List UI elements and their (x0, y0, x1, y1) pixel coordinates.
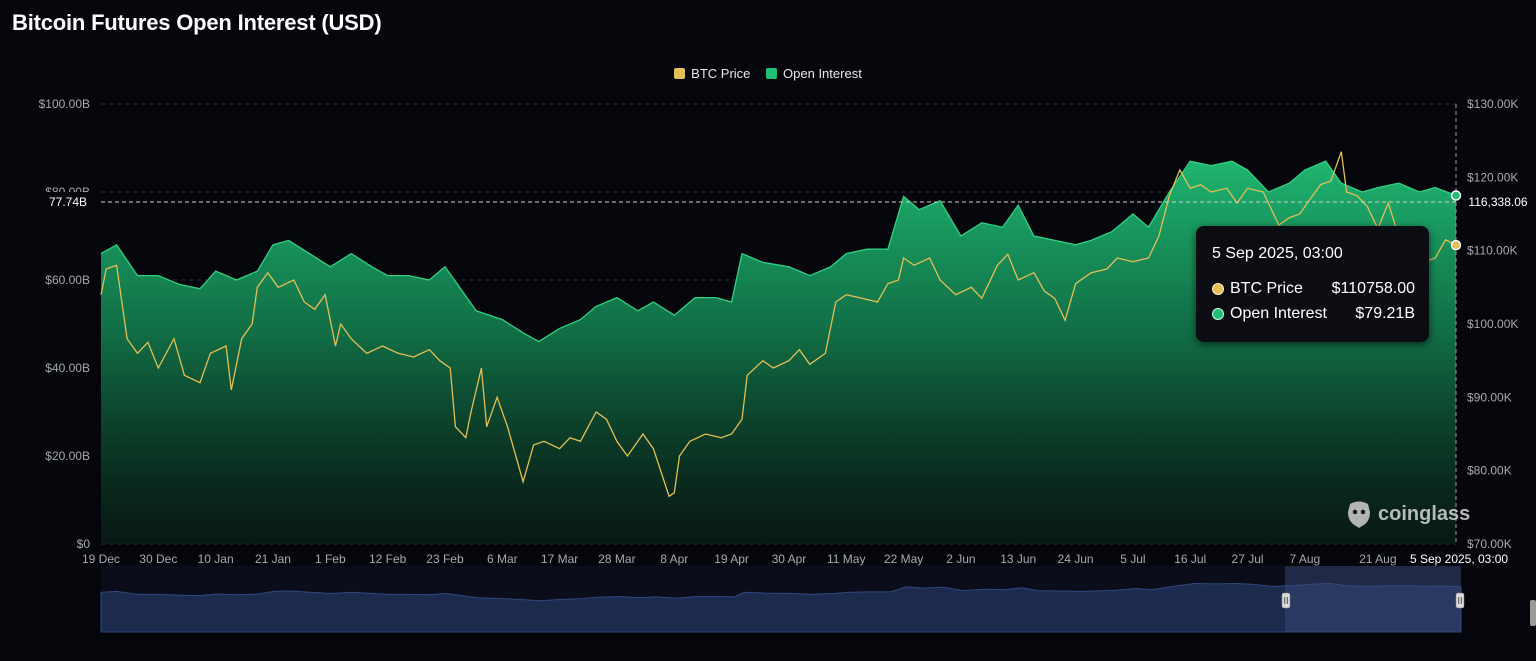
x-tick-label: 5 Jul (1120, 552, 1145, 566)
coinglass-watermark: coinglass (1346, 500, 1470, 528)
y-left-tick-label: $40.00B (45, 361, 90, 375)
y-left-tick-label: $60.00B (45, 273, 90, 287)
tooltip-time: 5 Sep 2025, 03:00 (1212, 245, 1343, 262)
legend-label-btc-price: BTC Price (691, 66, 751, 81)
btc-price-hover-marker (1450, 239, 1462, 251)
x-tick-label: 23 Feb (426, 552, 464, 566)
tooltip-row-btc-price: BTC Price $110758.00 (1212, 280, 1415, 298)
x-tick-label: 24 Jun (1058, 552, 1094, 566)
x-tick-label: 7 Aug (1290, 552, 1321, 566)
navigator-left-handle[interactable] (1281, 592, 1291, 609)
navigator-right-handle[interactable] (1455, 592, 1465, 609)
x-tick-label: 19 Dec (82, 552, 120, 566)
x-tick-label: 21 Aug (1359, 552, 1396, 566)
btc-price-dot (1212, 283, 1224, 295)
x-tick-label: 16 Jul (1174, 552, 1206, 566)
open-interest-dot (1212, 308, 1224, 320)
crosshair-x-label: 5 Sep 2025, 03:00 (1410, 552, 1508, 566)
y-right-tick-label: $70.00K (1467, 537, 1512, 551)
legend-item-open-interest[interactable]: Open Interest (766, 66, 862, 81)
open-interest-hover-marker (1450, 190, 1462, 201)
crosshair-right-label: 116,338.06 (1468, 195, 1527, 209)
y-right-tick-label: $100.00K (1467, 317, 1518, 331)
crosshair-left-label-bg (40, 192, 96, 212)
open-interest-swatch (766, 68, 778, 79)
open-interest-area (101, 161, 1456, 544)
x-tick-label: 10 Jan (198, 552, 234, 566)
x-tick-label: 6 Mar (487, 552, 518, 566)
tooltip-oi-label: Open Interest (1230, 305, 1327, 322)
axes: $0$20.00B$40.00B$60.00B$80.00B$100.00B$7… (39, 97, 1519, 566)
x-tick-label: 11 May (827, 552, 865, 566)
tooltip-btc-label: BTC Price (1230, 280, 1303, 297)
x-tick-label: 22 May (884, 552, 923, 566)
y-right-tick-label: $120.00K (1467, 170, 1518, 184)
y-right-tick-label: $80.00K (1467, 464, 1512, 478)
x-tick-label: 30 Dec (139, 552, 177, 566)
x-tick-label: 17 Mar (541, 552, 578, 566)
navigator[interactable] (100, 566, 1465, 633)
x-tick-label: 28 Mar (598, 552, 635, 566)
tooltip-btc-value: $110758.00 (1331, 280, 1415, 297)
navigator-selected-range (1285, 566, 1461, 632)
crosshair-left-label: 77.74B (49, 195, 87, 209)
legend: BTC Price Open Interest (0, 66, 1536, 82)
chart-title: Bitcoin Futures Open Interest (USD) (12, 10, 382, 35)
y-right-tick-label: $130.00K (1467, 97, 1518, 111)
y-left-tick-label: $20.00B (45, 449, 90, 463)
legend-item-btc-price[interactable]: BTC Price (674, 66, 750, 81)
navigator-series (100, 582, 1462, 633)
coinglass-logo-icon (1348, 501, 1370, 528)
open-interest-series (100, 160, 1457, 544)
watermark-text: coinglass (1378, 502, 1471, 525)
tooltip-oi-value: $79.21B (1355, 305, 1415, 322)
x-tick-label: 19 Apr (714, 552, 749, 566)
x-tick-label: 2 Jun (946, 552, 975, 566)
y-right-tick-label: $90.00K (1467, 390, 1512, 404)
x-tick-label: 27 Jul (1232, 552, 1264, 566)
x-tick-label: 21 Jan (255, 552, 291, 566)
tooltip: 5 Sep 2025, 03:00 BTC Price $110758.00 O… (1196, 226, 1429, 342)
crosshair-x-label-bg (1400, 549, 1518, 569)
crosshair-right-label-bg (1462, 192, 1534, 212)
page-scrollbar[interactable] (1530, 600, 1536, 626)
y-right-tick-label: $110.00K (1467, 244, 1518, 258)
tooltip-row-open-interest: Open Interest $79.21B (1212, 305, 1415, 323)
x-tick-label: 12 Feb (369, 552, 407, 566)
legend-label-open-interest: Open Interest (783, 66, 862, 81)
btc-price-series (100, 151, 1457, 498)
btc-price-swatch (674, 68, 686, 79)
crosshair: 77.74B 116,338.06 5 Sep 2025, 03:00 (40, 104, 1534, 569)
open-interest-line (100, 160, 1457, 343)
x-tick-label: 13 Jun (1000, 552, 1036, 566)
btc-price-line (100, 151, 1457, 498)
y-left-tick-label: $100.00B (39, 97, 90, 111)
y-left-tick-label: $0 (77, 537, 91, 551)
x-tick-label: 1 Feb (315, 552, 346, 566)
x-tick-label: 30 Apr (772, 552, 807, 566)
x-tick-label: 8 Apr (660, 552, 688, 566)
